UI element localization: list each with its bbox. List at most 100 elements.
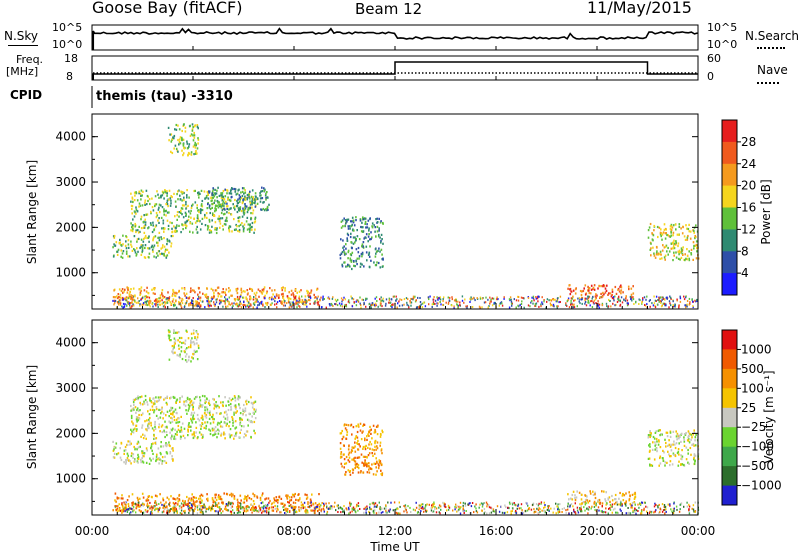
range-cell — [350, 241, 352, 244]
range-cell — [576, 490, 578, 493]
range-cell — [521, 509, 523, 512]
range-cell — [353, 301, 355, 304]
range-cell — [191, 341, 193, 344]
range-cell — [606, 284, 608, 287]
range-cell — [220, 295, 222, 298]
range-cell — [137, 453, 139, 456]
range-cell — [220, 299, 222, 302]
range-cell — [200, 209, 203, 212]
range-cell — [158, 236, 160, 239]
range-cell — [571, 297, 574, 300]
range-cell — [249, 296, 252, 299]
range-cell — [587, 301, 589, 304]
range-cell — [190, 216, 192, 219]
range-cell — [188, 210, 190, 213]
range-cell — [584, 299, 586, 302]
range-cell — [129, 443, 131, 446]
range-cell — [593, 502, 595, 505]
range-cell — [246, 216, 249, 219]
range-cell — [172, 348, 174, 351]
range-cell — [189, 134, 192, 137]
range-cell — [370, 306, 372, 309]
range-cell — [370, 428, 372, 431]
range-cell — [590, 288, 593, 291]
range-cell — [362, 455, 365, 458]
range-cell — [138, 501, 140, 504]
range-cell — [183, 204, 185, 207]
range-cell — [149, 408, 152, 411]
range-cell — [550, 507, 552, 510]
range-cell — [214, 227, 217, 230]
range-cell — [252, 209, 255, 212]
range-cell — [364, 459, 366, 462]
range-cell — [687, 439, 690, 442]
range-cell — [365, 233, 368, 236]
range-cell — [380, 473, 383, 476]
range-cell — [672, 304, 674, 307]
range-cell — [229, 402, 232, 406]
range-cell — [155, 406, 158, 409]
range-cell — [588, 287, 591, 290]
range-cell — [131, 305, 133, 308]
range-cell — [122, 302, 125, 305]
nsky-tick-bottom: 10^0 — [52, 38, 83, 51]
range-cell — [672, 241, 674, 244]
range-cell — [259, 200, 262, 203]
range-cell — [184, 130, 187, 133]
range-cell — [149, 507, 151, 510]
range-cell — [204, 213, 206, 217]
range-cell — [192, 414, 195, 417]
range-cell — [651, 448, 654, 451]
range-cell — [553, 298, 555, 301]
range-cell — [195, 496, 197, 500]
range-cell — [692, 300, 694, 303]
range-cell — [610, 505, 612, 508]
range-cell — [330, 505, 332, 508]
range-cell — [134, 249, 136, 252]
range-cell — [320, 296, 322, 299]
range-cell — [470, 505, 473, 508]
range-cell — [695, 257, 698, 260]
range-cell — [245, 220, 248, 223]
range-cell — [201, 505, 204, 508]
range-cell — [182, 152, 185, 155]
range-cell — [172, 459, 174, 462]
range-cell — [226, 202, 228, 205]
range-cell — [351, 223, 353, 226]
range-cell — [194, 151, 197, 154]
range-cell — [239, 502, 241, 505]
range-cell — [695, 300, 697, 303]
range-cell — [198, 405, 201, 408]
range-cell — [457, 306, 459, 309]
range-cell — [185, 207, 187, 210]
range-cell — [139, 497, 141, 500]
range-cell — [639, 502, 641, 505]
range-cell — [203, 503, 205, 506]
range-cell — [136, 460, 139, 463]
range-cell — [200, 417, 203, 420]
range-cell — [157, 510, 160, 513]
range-cell — [121, 503, 123, 506]
range-cell — [232, 424, 234, 427]
range-cell — [351, 216, 354, 219]
range-cell — [148, 247, 151, 250]
range-cell — [675, 442, 678, 445]
range-cell — [632, 298, 635, 301]
range-cell — [221, 498, 223, 501]
range-cell — [141, 457, 143, 460]
range-cell — [158, 399, 161, 402]
range-cell — [352, 242, 355, 245]
range-cell — [175, 205, 177, 208]
range-cell — [140, 215, 143, 218]
range-cell — [213, 294, 215, 297]
range-cell — [186, 360, 188, 363]
range-cell — [245, 403, 248, 406]
range-cell — [673, 507, 675, 510]
range-cell — [375, 252, 377, 255]
range-cell — [176, 214, 178, 217]
range-cell — [170, 416, 172, 419]
range-cell — [193, 431, 195, 434]
range-cell — [205, 406, 208, 409]
range-cell — [359, 265, 362, 268]
range-cell — [122, 298, 125, 301]
